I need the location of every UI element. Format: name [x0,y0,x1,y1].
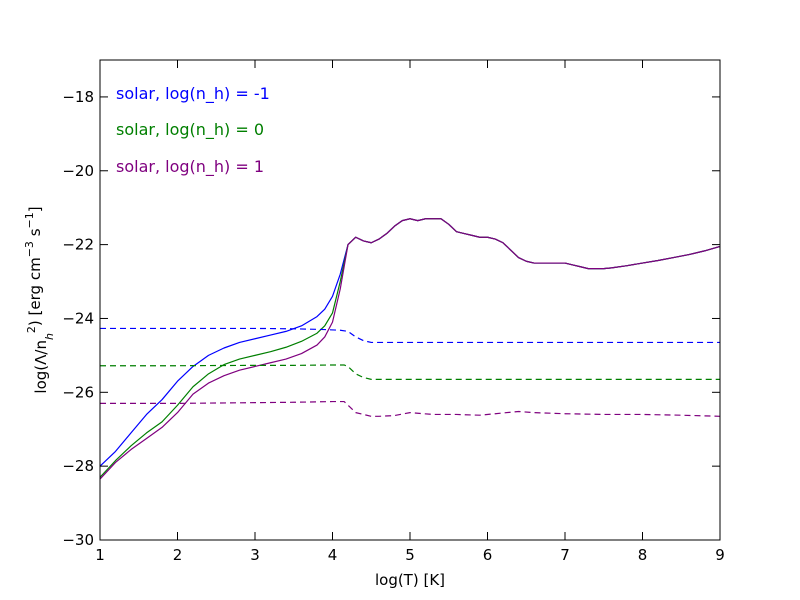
series-line-2 [99,218,721,480]
x-tick-label: 7 [560,546,570,564]
y-tick-label: −30 [62,531,94,549]
y-tick-label: −22 [62,236,94,254]
x-tick-label: 6 [483,546,493,564]
x-tick-label: 9 [715,546,725,564]
dashed-series-line-4 [100,364,720,380]
legend-entry-nh-0: solar, log(n_h) = 0 [116,120,264,140]
y-axis-ticks: −30 −28 −26 −24 −22 −20 −18 [62,88,720,549]
series-layer [99,218,721,480]
y-label-sup-minus1: −1 [23,212,36,228]
x-tick-label: 1 [95,546,105,564]
x-axis-ticks: 1 2 3 4 5 6 7 8 9 [95,60,725,564]
y-label-part-2: ) [erg cm [26,257,44,326]
dashed-series-line-3 [100,327,720,344]
x-tick-label: 4 [328,546,338,564]
y-label-part-4: ] [26,206,44,212]
x-tick-label: 2 [173,546,183,564]
legend: solar, log(n_h) = -1 solar, log(n_h) = 0… [116,84,270,177]
y-tick-label: −20 [62,162,94,180]
x-tick-label: 3 [250,546,260,564]
legend-entry-nh-minus1: solar, log(n_h) = -1 [116,84,270,104]
y-label-sup-2: 2 [25,326,38,333]
x-axis-label: log(T) [K] [375,571,445,589]
y-axis-label: log(Λ/nh2) [erg cm−3 s−1] [23,206,56,393]
x-tick-label: 5 [405,546,415,564]
y-tick-label: −18 [62,88,94,106]
y-tick-label: −24 [62,309,94,327]
y-label-part-1: log(Λ/n [32,340,50,394]
y-label-sub-h: h [43,333,56,340]
y-label-sup-minus3: −3 [23,241,36,257]
y-label-part-3: s [26,228,44,241]
x-tick-label: 8 [638,546,648,564]
y-tick-label: −26 [62,383,94,401]
y-tick-label: −28 [62,457,94,475]
legend-entry-nh-1: solar, log(n_h) = 1 [116,157,264,177]
